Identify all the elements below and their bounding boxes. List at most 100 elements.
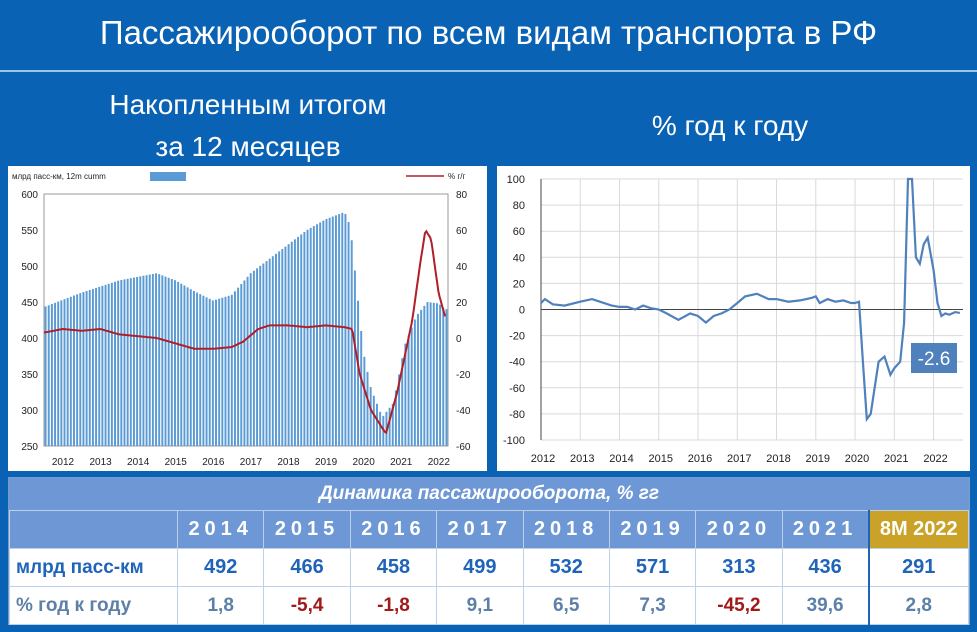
y-left-tick-label: 450 [21, 298, 38, 309]
bar [442, 307, 445, 446]
bar [246, 276, 249, 446]
bar [413, 319, 416, 446]
cell: 9,1 [436, 586, 524, 625]
cell: 532 [522, 548, 610, 587]
bar [435, 303, 438, 446]
bar [262, 263, 265, 446]
bar [319, 222, 322, 446]
y-right-tick-label: 60 [456, 226, 468, 237]
bar [148, 274, 151, 446]
cell: 6,5 [522, 586, 610, 625]
bar [369, 387, 372, 446]
bar [249, 273, 252, 446]
bar [243, 280, 246, 446]
bar [237, 287, 240, 446]
bar [161, 275, 164, 446]
y-left-tick-label: 250 [21, 442, 38, 453]
bar [344, 213, 347, 446]
cell: 7,3 [608, 586, 697, 625]
x-tick-label: 2014 [127, 457, 150, 468]
bar [350, 240, 353, 446]
row-label-volume: млрд пасс-км [9, 548, 178, 587]
legend-bars-swatch [150, 172, 186, 181]
table-row: млрд пасс-км 492 466 458 499 532 571 313… [9, 548, 969, 587]
bar [240, 284, 243, 446]
x-tick-label: 2015 [165, 457, 188, 468]
bar [322, 220, 325, 446]
y-left-tick-label: 400 [21, 334, 38, 345]
bar [205, 297, 208, 446]
year-2017: 2017 [436, 510, 524, 549]
y-tick-label: 100 [507, 174, 525, 186]
bar [426, 302, 429, 446]
page-title: Пассажирооборот по всем видам транспорта… [99, 14, 878, 51]
cell: 571 [608, 548, 697, 587]
bar [199, 294, 202, 446]
x-tick-label: 2018 [277, 457, 300, 468]
bar [186, 287, 189, 446]
bar [379, 411, 382, 446]
bar [417, 313, 419, 446]
year-8m-2022: 8М 2022 [867, 510, 969, 549]
bar [303, 232, 306, 446]
bar [439, 304, 442, 446]
cell: 39,6 [781, 586, 870, 625]
series-line [43, 229, 446, 435]
bar [306, 229, 309, 446]
bar [338, 214, 341, 446]
bar [353, 270, 356, 446]
bar [167, 277, 170, 446]
bar [60, 300, 63, 446]
y-tick-label: 60 [513, 226, 525, 238]
bar [401, 358, 404, 446]
year-2015: 2015 [263, 510, 351, 549]
y-tick-label: -40 [509, 357, 525, 369]
cell: 458 [349, 548, 438, 587]
bar [227, 295, 230, 446]
bar [117, 280, 120, 446]
left-subtitle-line1: Накопленным итогом [109, 89, 387, 120]
y-right-tick-label: -60 [456, 442, 471, 453]
cell-8m: 2,8 [867, 586, 969, 625]
year-2018: 2018 [522, 510, 610, 549]
right-chart-panel: 100 80 60 40 20 0 -20 -40 -60 -80 -100 2012 2013 2014… [497, 166, 970, 471]
plot-frame [43, 193, 449, 447]
bar [110, 282, 113, 446]
bar [142, 275, 145, 446]
y-right-tick-label: -20 [456, 370, 471, 381]
bar [293, 239, 296, 446]
bar [183, 285, 186, 446]
bar [192, 290, 195, 446]
bar [101, 285, 104, 446]
bar [334, 215, 337, 446]
bar [325, 218, 328, 446]
bar [372, 395, 375, 446]
y-tick-label: -60 [509, 383, 525, 395]
cell: -1,8 [349, 586, 438, 625]
bar [398, 374, 401, 446]
x-tick-label: 2018 [766, 453, 790, 465]
x-tick-label: 2019 [806, 453, 830, 465]
bar [85, 291, 88, 446]
y-tick-label: 0 [519, 305, 525, 317]
bar [394, 390, 397, 446]
bar [132, 277, 135, 446]
bar [73, 295, 75, 446]
bar [376, 403, 378, 446]
annotation-box [911, 343, 957, 373]
bar [129, 278, 132, 446]
bar [357, 300, 360, 446]
bar [136, 276, 139, 446]
cell: 466 [263, 548, 351, 587]
bar [423, 305, 426, 446]
bar [341, 212, 344, 446]
bar [391, 403, 394, 446]
title-divider [0, 70, 977, 72]
bar [57, 301, 60, 446]
x-tick-label: 2022 [428, 457, 451, 468]
x-tick-label: 2013 [570, 453, 594, 465]
bar [208, 298, 211, 446]
bar [316, 224, 318, 446]
bar [98, 286, 101, 446]
y-tick-label: 40 [513, 252, 525, 264]
